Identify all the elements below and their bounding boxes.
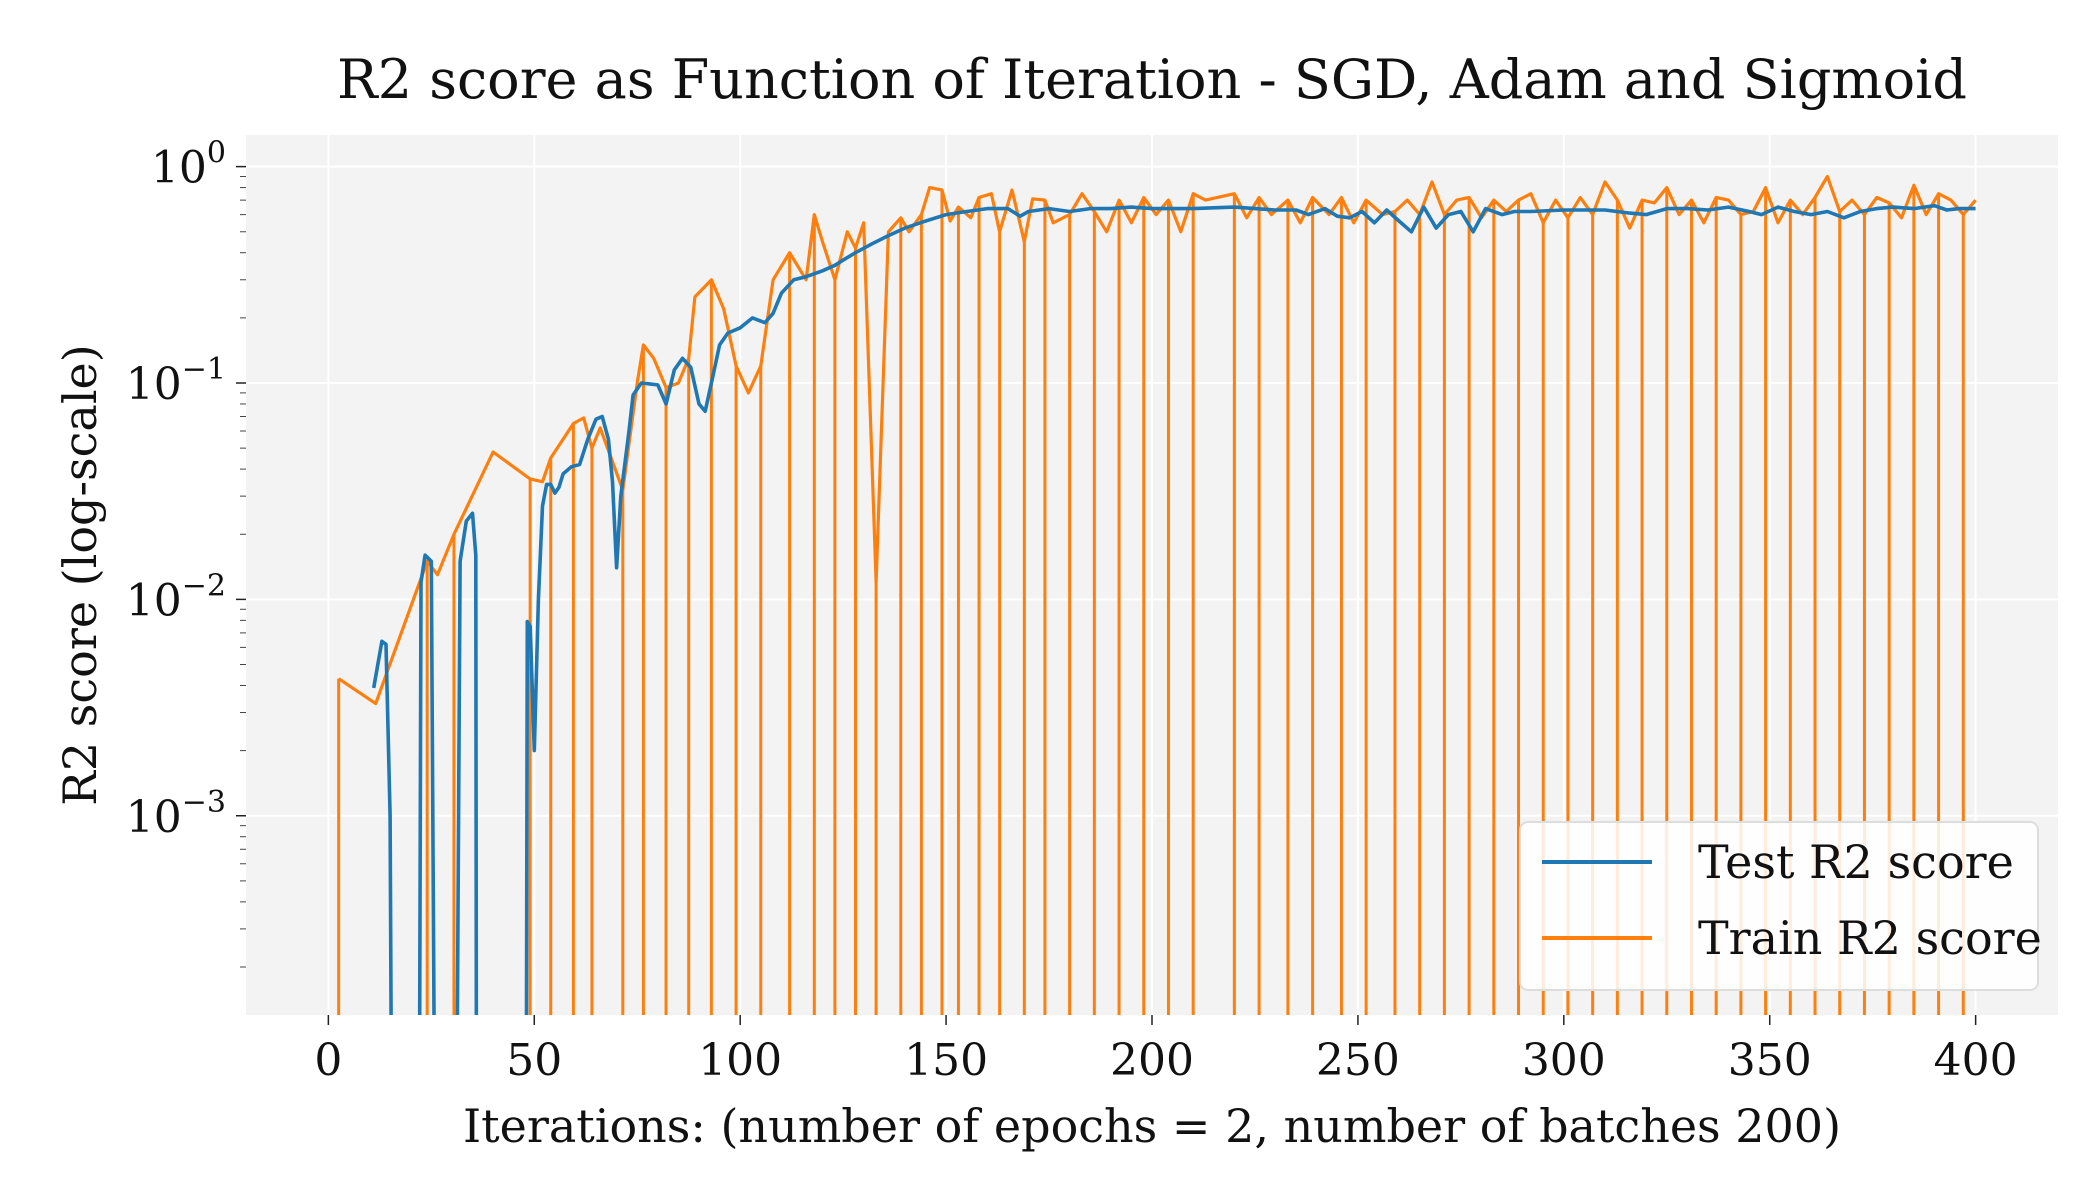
chart-title: R2 score as Function of Iteration - SGD,… <box>337 48 1967 111</box>
x-tick-label: 50 <box>506 1035 562 1086</box>
y-tick-labels: 10−3 10−2 10−1 100 <box>126 136 246 843</box>
legend-label-test: Test R2 score <box>1698 835 2014 889</box>
legend-label-train: Train R2 score <box>1698 911 2042 965</box>
y-tick-label: 10−3 <box>126 785 226 843</box>
x-axis-label: Iterations: (number of epochs = 2, numbe… <box>463 1099 1841 1153</box>
legend: Test R2 score Train R2 score <box>1519 821 2042 991</box>
y-tick-label: 10−2 <box>126 568 226 626</box>
train-series-line <box>337 174 1977 706</box>
x-tick-label: 150 <box>904 1035 988 1086</box>
minor-ticks <box>240 176 246 968</box>
test-series-lines <box>371 203 1976 1015</box>
y-tick-label: 10−1 <box>126 352 226 410</box>
x-tick-labels: 0 50 100 150 200 250 300 350 400 <box>314 1015 2018 1086</box>
test-series-line <box>371 203 1976 1015</box>
x-tick-label: 350 <box>1728 1035 1812 1086</box>
x-tick-label: 0 <box>314 1035 342 1086</box>
y-axis-label: R2 score (log-scale) <box>53 344 107 805</box>
grid-lines <box>246 135 2058 1015</box>
x-tick-label: 200 <box>1110 1035 1194 1086</box>
x-tick-label: 250 <box>1316 1035 1400 1086</box>
x-tick-label: 100 <box>698 1035 782 1086</box>
y-tick-label: 100 <box>151 136 226 194</box>
x-tick-label: 400 <box>1934 1035 2018 1086</box>
x-tick-label: 300 <box>1522 1035 1606 1086</box>
